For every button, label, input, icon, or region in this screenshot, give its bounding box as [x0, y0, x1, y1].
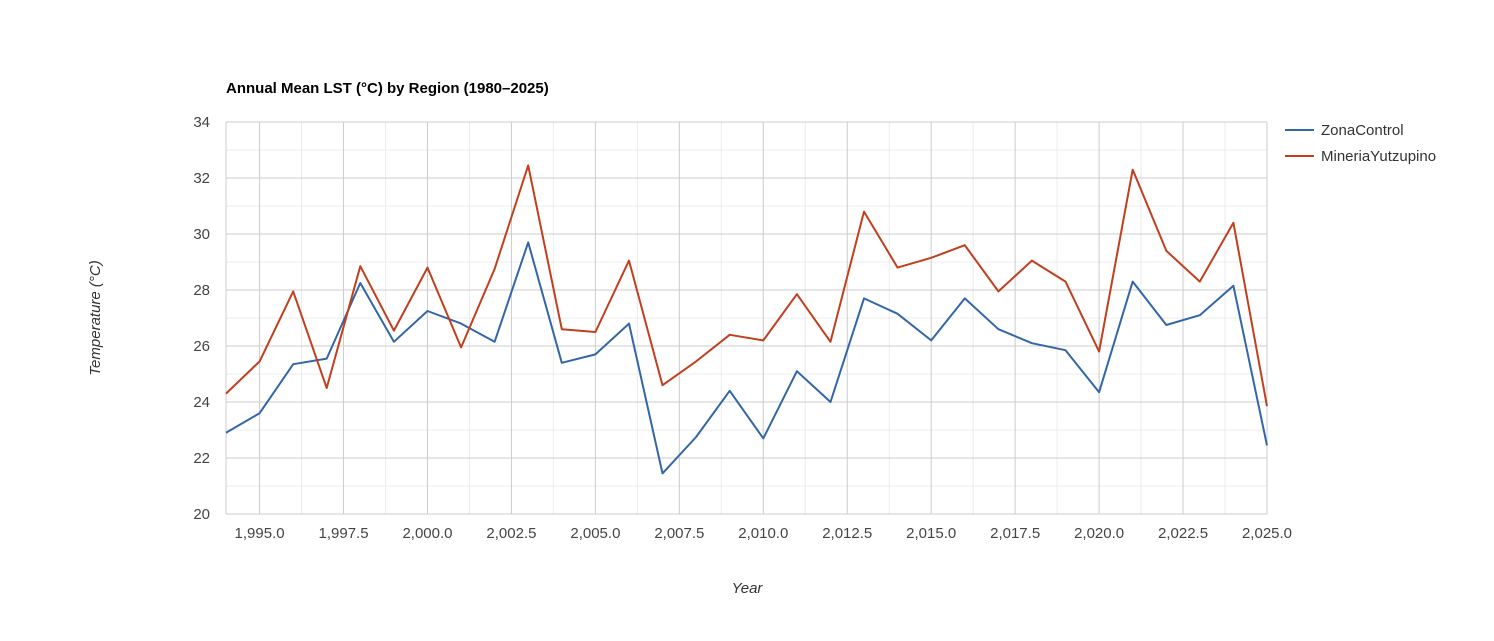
x-tick-label: 2,020.0	[1074, 525, 1124, 542]
x-tick-label: 1,995.0	[235, 525, 285, 542]
y-tick-label: 24	[193, 394, 210, 411]
x-tick-label: 2,007.5	[654, 525, 704, 542]
legend: ZonaControl MineriaYutzupino	[1285, 122, 1436, 165]
y-tick-label: 34	[193, 114, 210, 131]
x-tick-label: 2,017.5	[990, 525, 1040, 542]
x-tick-label: 2,012.5	[822, 525, 872, 542]
x-tick-label: 2,015.0	[906, 525, 956, 542]
y-axis-label: Temperature (°C)	[87, 260, 104, 375]
series-lines	[225, 164, 1268, 475]
tick-labels: 20 22 24 26 28 30 32 34 1,995.0 1,997.5 2,000.0 2,0…	[193, 114, 1292, 542]
legend-label: ZonaControl	[1321, 122, 1404, 139]
x-tick-label: 2,025.0	[1242, 525, 1292, 542]
x-axis-label: Year	[732, 580, 764, 597]
x-tick-label: 1,997.5	[319, 525, 369, 542]
chart-title: Annual Mean LST (°C) by Region (1980–202…	[226, 80, 549, 97]
x-tick-label: 2,022.5	[1158, 525, 1208, 542]
y-tick-label: 26	[193, 338, 210, 355]
y-tick-label: 20	[193, 506, 210, 523]
y-tick-label: 32	[193, 170, 210, 187]
grid-lines	[225, 121, 1268, 515]
series-line-mineriayutzupino	[225, 164, 1268, 407]
x-tick-label: 2,000.0	[402, 525, 452, 542]
y-tick-label: 22	[193, 450, 210, 467]
x-tick-label: 2,002.5	[486, 525, 536, 542]
y-tick-label: 28	[193, 282, 210, 299]
x-tick-label: 2,010.0	[738, 525, 788, 542]
y-tick-label: 30	[193, 226, 210, 243]
series-line-zonacontrol	[225, 241, 1268, 475]
legend-label: MineriaYutzupino	[1321, 148, 1436, 165]
x-tick-label: 2,005.0	[570, 525, 620, 542]
